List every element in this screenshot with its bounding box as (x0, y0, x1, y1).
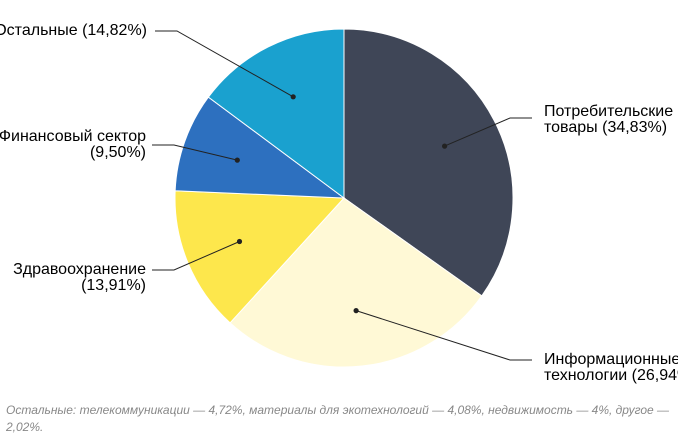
leader-line (152, 144, 238, 161)
slice-label: Здравоохранение (13,91%) (13, 261, 146, 294)
slice-label: Потребительские товары (34,83%) (544, 103, 673, 136)
leader-dot (442, 143, 448, 149)
leader-line (444, 117, 532, 147)
leader-dot (353, 308, 359, 314)
pie-chart: Потребительские товары (34,83%) Информацио… (0, 22, 678, 384)
chart-footnote: Остальные: телекоммуникации — 4,72%, мат… (6, 403, 670, 434)
leader-line (355, 310, 532, 361)
pie-slice (229, 197, 483, 368)
pie-slice (174, 96, 346, 199)
slice-label: Финансовый сектор (9,50%) (0, 128, 146, 161)
pie-slice (174, 190, 346, 324)
leader-dot (234, 157, 240, 163)
leader-dot (290, 94, 296, 100)
leader-line (152, 241, 240, 271)
leader-line (155, 30, 294, 98)
pie-slice (343, 28, 514, 297)
slice-label: Остальные (14,82%) (0, 22, 147, 39)
pie-slice (207, 28, 345, 199)
leader-dot (236, 238, 243, 245)
